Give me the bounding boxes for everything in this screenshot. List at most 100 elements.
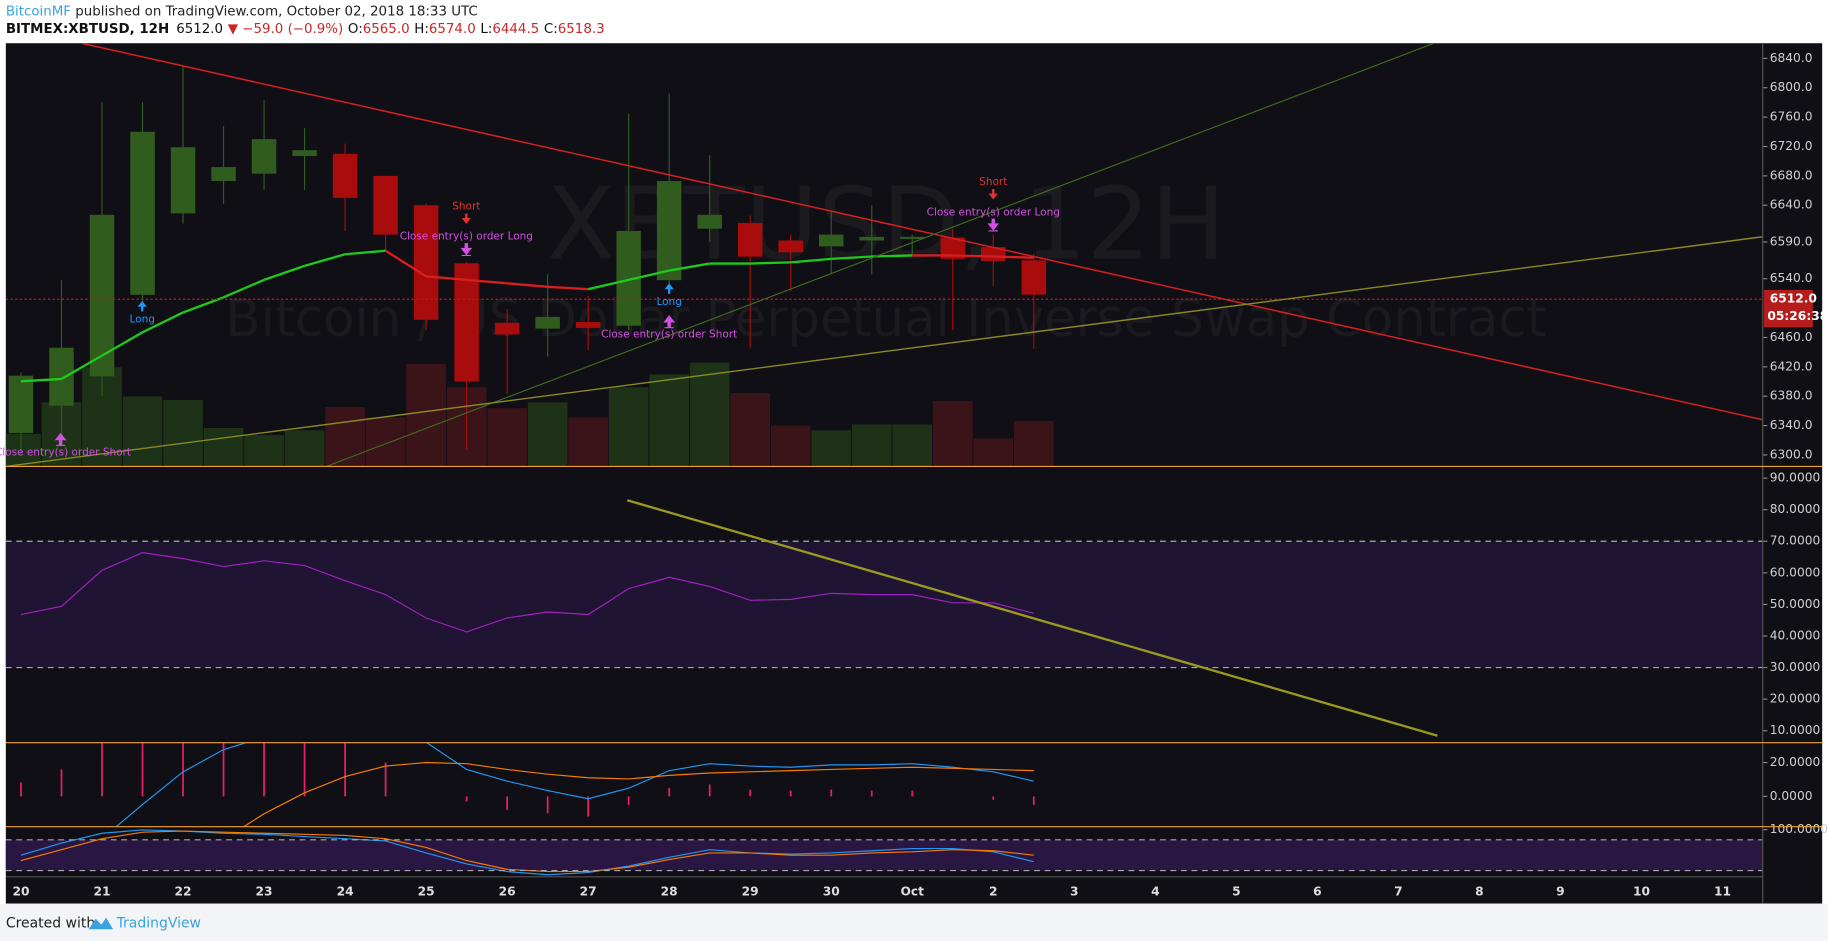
x-tick-label: 4 (1151, 884, 1160, 898)
x-tick-label: 5 (1232, 884, 1241, 898)
header-bg (0, 0, 1828, 44)
candle-body (89, 214, 115, 377)
candle-body (778, 240, 803, 253)
volume-bar (770, 425, 811, 467)
candle-body (494, 322, 520, 335)
author[interactable]: BitcoinMF (6, 5, 71, 20)
y-tick-label: 20.0000 (1770, 755, 1821, 769)
rsi-trendline[interactable] (626, 499, 1438, 737)
last: 6512.0 (176, 22, 223, 37)
candle-body (413, 205, 439, 320)
ma-segment (304, 253, 346, 267)
header-line-1: BitcoinMF published on TradingView.com, … (6, 5, 478, 20)
trendline[interactable] (326, 43, 1435, 467)
plot-bg (5, 43, 1823, 904)
trendline[interactable] (81, 43, 1763, 421)
y-tick-label: 50.0000 (1770, 597, 1821, 611)
ma-segment (507, 282, 548, 289)
signal-label: Long (656, 296, 681, 308)
y-tick-label: 80.0000 (1770, 502, 1821, 516)
x-tick-label: Oct (900, 884, 924, 898)
x-tick-label: 24 (337, 884, 354, 898)
candle-body (656, 181, 682, 281)
candle-body (454, 263, 479, 382)
ma-segment (547, 285, 589, 291)
x-tick-label: 3 (1070, 884, 1079, 898)
volume-bar (973, 438, 1014, 467)
x-tick-label: 30 (823, 884, 840, 898)
signal-arrow (664, 283, 674, 294)
o: 6565.0 (363, 22, 410, 37)
volume-bar (284, 430, 325, 467)
l-label: L: (480, 22, 492, 37)
ma-segment (60, 354, 103, 380)
y-tick-label: 30.0000 (1770, 660, 1821, 674)
y-tick-label: 6540.0 (1770, 271, 1813, 285)
candle-body (292, 150, 317, 157)
y-tick-label: 0.0000 (1770, 789, 1813, 803)
volume-bar (527, 402, 568, 467)
y-tick-label: 6800.0 (1770, 80, 1813, 94)
band (5, 839, 1763, 871)
c: 6518.3 (558, 22, 605, 37)
ma-segment (993, 255, 1034, 259)
countdown: 05:26:38 (1767, 309, 1828, 323)
stoch-d (20, 830, 1034, 873)
candle-body (697, 214, 722, 229)
x-tick-label: 29 (742, 884, 759, 898)
y-tick-label: 90.0000 (1770, 471, 1821, 485)
footer-bg (0, 903, 1828, 941)
band (5, 541, 1763, 668)
h: 6574.0 (429, 22, 476, 37)
drawings (5, 43, 1763, 467)
ma-segment (142, 311, 184, 334)
ma-segment (628, 269, 670, 282)
candle-body (818, 234, 844, 247)
pane (20, 829, 1034, 876)
y-tick-label: 6380.0 (1770, 389, 1813, 403)
volume-bar (203, 427, 244, 467)
signal-line (242, 761, 1034, 827)
macd-line (115, 742, 1034, 827)
x-tick-label: 6 (1313, 884, 1322, 898)
y-tick-label: 20.0000 (1770, 692, 1821, 706)
candle-body (535, 316, 560, 329)
x-tick-label: 26 (499, 884, 516, 898)
ma-segment (223, 278, 265, 299)
y-tick-label: 10.0000 (1770, 723, 1821, 737)
signal-label: Long (130, 314, 155, 326)
y-tick-label: 6760.0 (1770, 110, 1813, 124)
candle-body (332, 153, 358, 198)
candle-body (940, 237, 966, 259)
last-price-label: 6512.0 (1770, 292, 1817, 306)
candle-body (1021, 260, 1047, 295)
volume-bar (689, 362, 730, 467)
volume-bar (892, 424, 933, 467)
signal-label: Close entry(s) order Short (0, 446, 131, 458)
y-tick-label: 6640.0 (1770, 198, 1813, 212)
ma-segment (20, 377, 62, 383)
signal-arrow (137, 300, 147, 312)
trendline[interactable] (5, 236, 1763, 467)
volume-bar (163, 399, 203, 467)
volume-bar (649, 374, 689, 467)
ma-segment (871, 254, 913, 258)
pane (20, 742, 1035, 827)
ma-segment (790, 257, 832, 264)
signal-label: Close entry(s) order Short (601, 329, 737, 341)
candle-body (211, 167, 236, 182)
ma-segment (182, 296, 224, 314)
volume-bar (608, 387, 649, 467)
x-tick-label: 11 (1714, 884, 1731, 898)
footer-brand[interactable]: TradingView (116, 915, 201, 931)
rsi-line (20, 552, 1034, 633)
candle-body (49, 347, 74, 406)
y-tick-label: 6300.0 (1770, 447, 1813, 461)
pane (20, 552, 1034, 633)
candle-body (130, 131, 155, 295)
x-tick-label: 28 (661, 884, 678, 898)
candle-body (373, 175, 398, 235)
volume-bar (1013, 420, 1054, 467)
volume-bar (487, 408, 527, 467)
y-tick-label: 6460.0 (1770, 330, 1813, 344)
